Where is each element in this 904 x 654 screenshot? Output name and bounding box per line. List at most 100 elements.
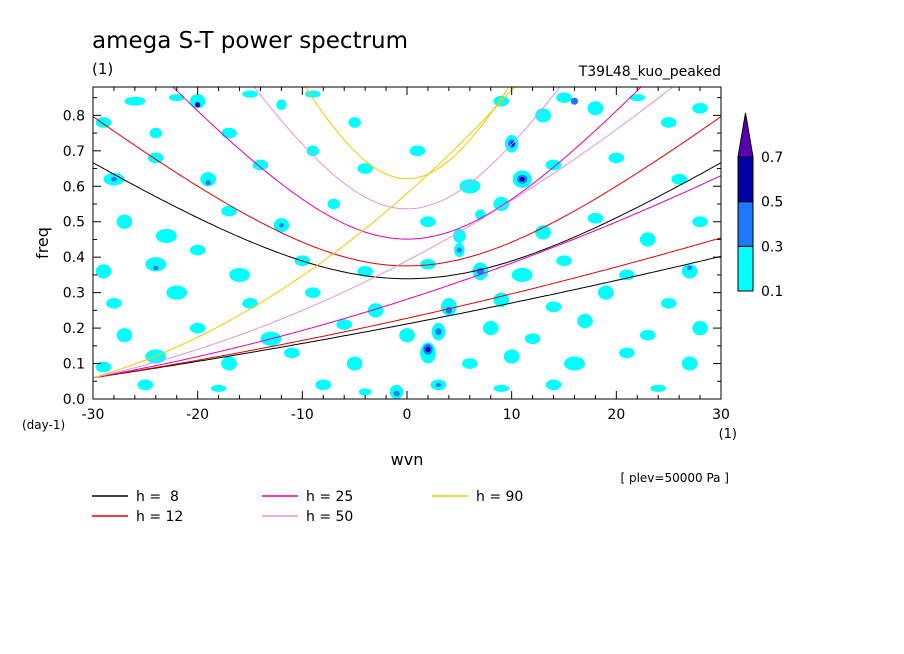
contour-blob-112 xyxy=(435,382,442,387)
x-tick-label-2: -10 xyxy=(291,407,314,423)
contour-blob-83 xyxy=(336,319,353,330)
contour-blob-79 xyxy=(660,297,677,309)
contour-blob-99 xyxy=(425,346,431,353)
contour-blob-1 xyxy=(124,96,146,106)
legend-label-h50: h = 50 xyxy=(306,509,353,525)
colorbar-label-0: 0.1 xyxy=(761,284,783,300)
contour-blob-114 xyxy=(545,379,562,391)
contour-blob-87 xyxy=(482,321,499,336)
contour-blob-28 xyxy=(306,145,320,157)
contour-blob-73 xyxy=(367,303,384,318)
contour-blob-3 xyxy=(168,94,185,102)
contour-blob-105 xyxy=(137,379,154,391)
contour-blob-77 xyxy=(545,301,562,313)
contour-blob-52 xyxy=(95,264,112,279)
contour-blob-25 xyxy=(200,172,216,187)
contour-blob-115 xyxy=(650,384,667,392)
contour-blob-103 xyxy=(618,347,635,359)
contour-blob-69 xyxy=(106,297,122,309)
contour-blob-84 xyxy=(399,328,415,343)
contour-blob-50 xyxy=(639,232,656,247)
contour-blob-58 xyxy=(357,266,373,277)
contour-blob-42 xyxy=(221,205,237,217)
contour-blob-7 xyxy=(242,90,258,98)
y-tick-label-0: 0.0 xyxy=(63,392,85,408)
contour-blob-8 xyxy=(276,99,287,111)
contour-blob-61 xyxy=(456,247,462,253)
legend-label-h8: h = 8 xyxy=(136,489,179,505)
legend: h = 8 h = 12 h = 25 h = 50 h = 90 xyxy=(92,489,523,525)
plev-note: [ plev=50000 Pa ] xyxy=(620,471,729,485)
contour-blob-47 xyxy=(453,228,466,243)
contour-blob-14 xyxy=(570,97,579,105)
colorbar-box-1 xyxy=(737,201,754,247)
x-tick-label-5: 20 xyxy=(607,407,625,423)
contour-blob-16 xyxy=(629,94,646,102)
contour-blob-51 xyxy=(692,216,708,228)
contour-blob-54 xyxy=(153,265,159,270)
contour-blob-40 xyxy=(116,214,133,229)
contour-blob-70 xyxy=(166,285,188,300)
colorbar-label-3: 0.7 xyxy=(761,150,783,166)
contour-blob-94 xyxy=(221,356,237,371)
kelvin-curve-h12 xyxy=(93,237,721,379)
legend-label-h90: h = 90 xyxy=(476,489,523,505)
contour-blob-46 xyxy=(420,216,436,228)
contour-blob-5 xyxy=(195,102,201,108)
dispersion-curve-h50 xyxy=(253,87,561,210)
contour-blob-55 xyxy=(189,244,206,256)
contour-blob-24 xyxy=(147,152,164,164)
contour-blob-15 xyxy=(587,101,604,116)
contour-blob-34 xyxy=(519,177,525,182)
contour-blob-102 xyxy=(564,356,585,371)
contour-blob-26 xyxy=(205,180,211,186)
contour-blob-67 xyxy=(681,264,698,279)
contour-blob-89 xyxy=(577,313,593,329)
contour-blob-76 xyxy=(493,292,510,307)
contour-blob-80 xyxy=(116,328,133,343)
contour-blob-41 xyxy=(155,228,177,243)
contour-blob-108 xyxy=(358,388,372,396)
contour-blob-30 xyxy=(409,145,426,157)
x-tick-label-3: 0 xyxy=(403,407,412,423)
contour-blob-86 xyxy=(435,328,442,336)
contour-blob-72 xyxy=(304,287,321,298)
contour-blob-95 xyxy=(284,347,300,359)
axes: -30 -20 -10 0 10 20 30 0.0 0.1 0.2 0.3 0.4 0.5 0.6 0.7… xyxy=(63,87,730,423)
x-tick-label-6: 30 xyxy=(712,407,730,423)
y-axis-label: freq xyxy=(33,227,52,259)
y-tick-label-6: 0.6 xyxy=(63,179,85,195)
contour-blob-78 xyxy=(598,285,614,300)
chart-title: amega S-T power spectrum xyxy=(92,28,408,54)
y-tick-label-1: 0.1 xyxy=(63,357,85,373)
contour-blob-53 xyxy=(145,257,167,272)
dispersion-curve-h90 xyxy=(304,87,510,180)
contour-blob-0 xyxy=(95,117,112,128)
contour-blob-81 xyxy=(189,322,206,334)
contour-blob-2 xyxy=(149,127,163,139)
contour-blob-48 xyxy=(535,225,551,240)
contour-blob-68 xyxy=(686,265,693,270)
contour-blob-9 xyxy=(304,90,321,98)
model-label: T39L48_kuo_peaked xyxy=(578,64,721,80)
contour-blob-100 xyxy=(461,358,478,369)
contour-blob-17 xyxy=(660,117,677,128)
colorbar-box-0 xyxy=(737,245,754,292)
contour-blob-31 xyxy=(459,179,481,194)
legend-label-h25: h = 25 xyxy=(306,489,353,505)
contour-blob-49 xyxy=(587,212,604,224)
colorbar-box-2 xyxy=(737,156,754,203)
dispersion-curve-h8 xyxy=(93,162,721,280)
contour-blob-23 xyxy=(110,177,118,182)
contour-blob-91 xyxy=(692,321,708,336)
contour-blob-64 xyxy=(511,267,533,282)
contour-blob-66 xyxy=(618,269,635,281)
contour-blob-74 xyxy=(441,297,457,316)
y-tick-label-5: 0.5 xyxy=(63,215,85,231)
contour-blob-110 xyxy=(393,391,400,397)
contour-blob-106 xyxy=(210,384,227,392)
x-axis-label: wvn xyxy=(391,450,424,469)
contour-blob-92 xyxy=(95,361,112,373)
kelvin-curve-h90 xyxy=(93,87,516,379)
contour-blob-44 xyxy=(278,223,285,228)
